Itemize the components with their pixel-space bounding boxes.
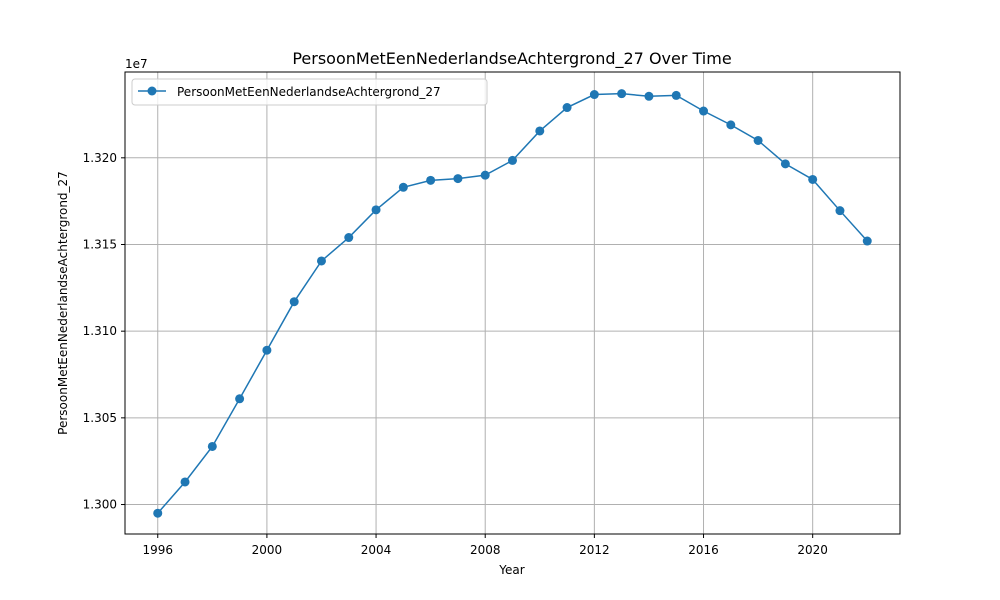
data-point xyxy=(316,256,326,266)
data-point xyxy=(235,394,245,404)
y-tick-label: 1.320 xyxy=(83,151,117,165)
y-tick-label: 1.300 xyxy=(83,498,117,512)
x-tick-label: 2008 xyxy=(470,543,501,557)
data-point xyxy=(835,206,845,216)
x-tick-label: 2004 xyxy=(361,543,392,557)
y-tick-label: 1.305 xyxy=(83,411,117,425)
legend-label: PersoonMetEenNederlandseAchtergrond_27 xyxy=(177,85,441,99)
data-point xyxy=(371,205,381,215)
legend-box xyxy=(131,78,488,106)
x-tick-label: 2012 xyxy=(579,543,610,557)
data-point xyxy=(262,345,272,355)
chart-title: PersoonMetEenNederlandseAchtergrond_27 O… xyxy=(292,49,731,69)
data-point xyxy=(426,175,436,185)
y-axis-title: PersoonMetEenNederlandseAchtergrond_27 xyxy=(56,171,70,435)
plot-area-frame xyxy=(124,71,901,535)
data-point xyxy=(699,106,709,116)
x-axis-title: Year xyxy=(498,563,524,577)
data-point xyxy=(453,174,463,184)
data-point xyxy=(671,90,681,100)
series-layer xyxy=(153,89,872,518)
data-point xyxy=(480,170,490,180)
data-point xyxy=(207,441,217,451)
data-point xyxy=(644,91,654,101)
y-axis-offset-label: 1e7 xyxy=(125,57,148,71)
ticks: 1996 2000 2004 2008 2012 2016 2020 1.300 1.305 1.… xyxy=(83,151,828,557)
legend: PersoonMetEenNederlandseAchtergrond_27 xyxy=(131,78,488,106)
data-point xyxy=(617,89,627,99)
x-tick-label: 2020 xyxy=(797,543,828,557)
data-point xyxy=(562,103,572,113)
data-point xyxy=(289,297,299,307)
x-tick-label: 1996 xyxy=(142,543,173,557)
data-point xyxy=(508,155,517,165)
x-tick-label: 2000 xyxy=(252,543,283,557)
y-tick-label: 1.310 xyxy=(83,324,117,338)
data-point xyxy=(398,182,408,192)
data-point xyxy=(535,126,545,136)
data-point xyxy=(862,236,872,246)
grid xyxy=(125,72,900,534)
data-point xyxy=(589,90,599,100)
legend-marker-swatch xyxy=(147,86,157,96)
data-point xyxy=(753,135,763,145)
data-point xyxy=(344,233,354,243)
data-point xyxy=(180,477,190,487)
x-tick-label: 2016 xyxy=(688,543,719,557)
data-point xyxy=(780,159,790,169)
data-point xyxy=(726,120,736,130)
data-point xyxy=(808,174,818,184)
data-point xyxy=(153,508,163,518)
y-tick-label: 1.315 xyxy=(83,237,117,251)
